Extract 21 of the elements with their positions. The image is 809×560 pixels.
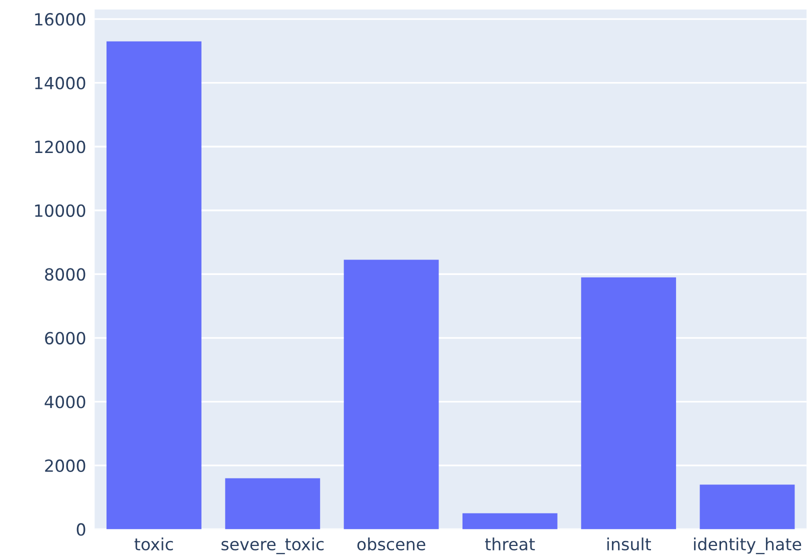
bar (581, 277, 676, 530)
bar (225, 478, 320, 530)
y-tick-label: 4000 (44, 396, 86, 408)
bar (106, 41, 202, 530)
y-tick-label: 2000 (45, 459, 86, 472)
y-tick-label: 8000 (45, 268, 86, 281)
x-tick-label: threat (485, 538, 535, 550)
bar (344, 260, 439, 530)
x-tick-label: identity_hate (694, 538, 802, 554)
y-tick-label: 10000 (35, 204, 86, 217)
y-tick-label: 16000 (35, 13, 86, 26)
x-tick-label: severe_toxic (222, 538, 324, 554)
x-tick-label: insult (607, 538, 651, 550)
bar (462, 513, 558, 530)
x-tick-label: toxic (134, 538, 173, 550)
bar (700, 484, 795, 530)
x-tick-label: obscene (357, 538, 426, 550)
y-tick-label: 12000 (35, 140, 86, 154)
y-tick-label: 14000 (35, 76, 86, 90)
y-tick-label: 0 (76, 523, 86, 536)
y-tick-label: 6000 (45, 332, 86, 344)
